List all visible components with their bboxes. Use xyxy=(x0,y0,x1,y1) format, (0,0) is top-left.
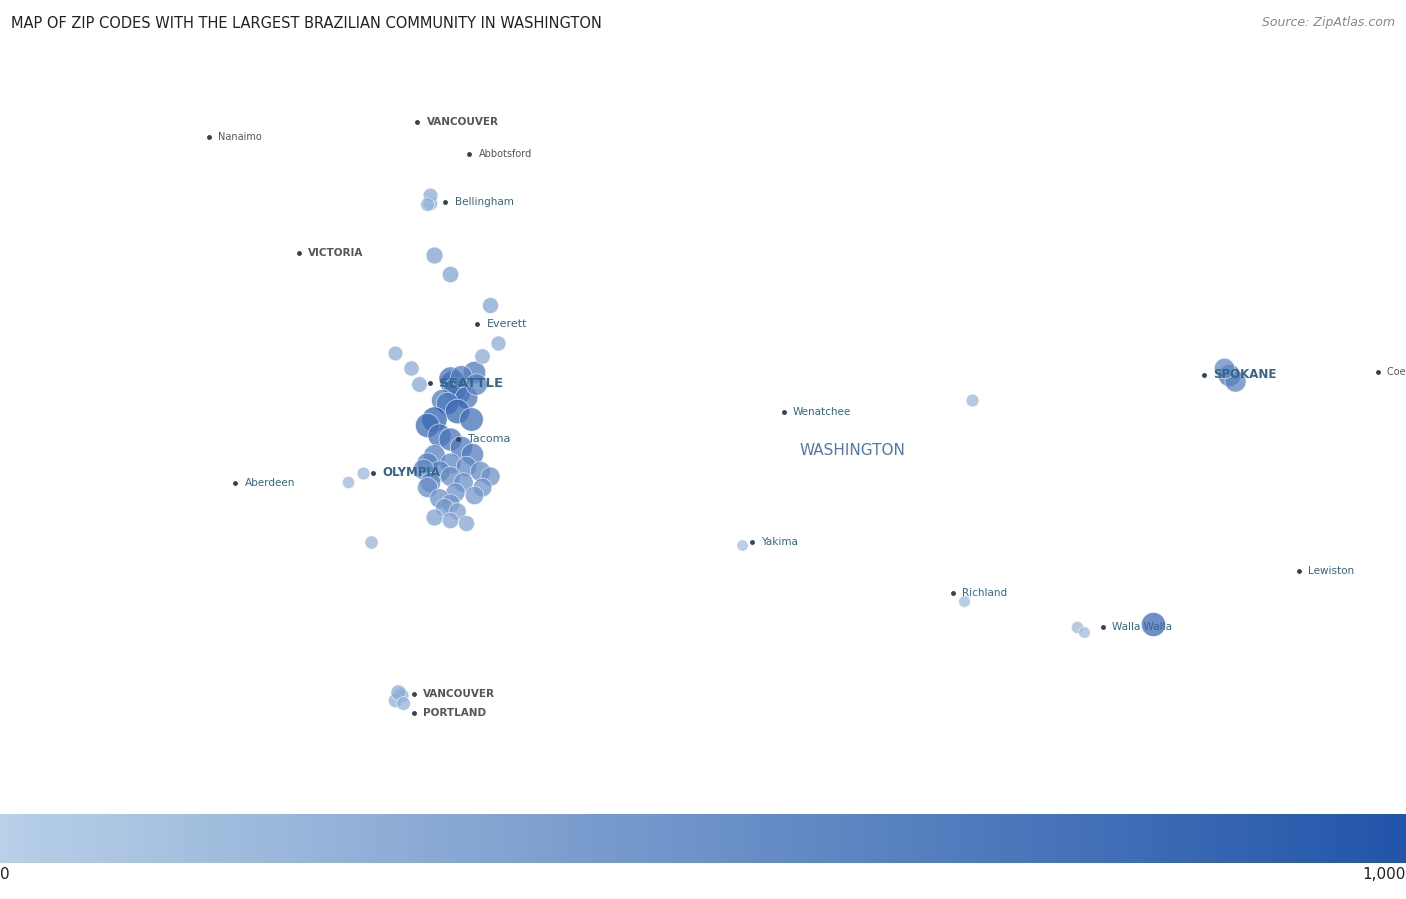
Point xyxy=(952,593,974,608)
Point xyxy=(470,464,492,478)
Point xyxy=(427,464,450,478)
Point xyxy=(419,475,441,489)
Text: Wenatchee: Wenatchee xyxy=(793,407,851,417)
Point xyxy=(446,503,468,518)
Text: SPOKANE: SPOKANE xyxy=(1213,369,1277,381)
Text: Abbotsford: Abbotsford xyxy=(478,149,531,159)
Point xyxy=(439,495,461,510)
Point xyxy=(419,195,441,209)
Point xyxy=(439,468,461,483)
Point xyxy=(412,462,434,476)
Point xyxy=(447,385,470,399)
Point xyxy=(387,685,409,699)
Point xyxy=(427,491,450,505)
Point xyxy=(415,418,437,432)
Text: VANCOUVER: VANCOUVER xyxy=(426,117,499,127)
Point xyxy=(454,389,477,404)
Text: Source: ZipAtlas.com: Source: ZipAtlas.com xyxy=(1261,16,1395,29)
Point xyxy=(441,376,464,390)
Point xyxy=(471,349,494,363)
Point xyxy=(486,336,509,351)
Text: SEATTLE: SEATTLE xyxy=(439,377,503,390)
Text: 0: 0 xyxy=(0,867,10,882)
Point xyxy=(427,428,450,442)
Point xyxy=(415,480,437,494)
Text: Everett: Everett xyxy=(486,319,527,329)
Text: Richland: Richland xyxy=(962,588,1007,598)
Text: Nanaimo: Nanaimo xyxy=(218,132,262,142)
Point xyxy=(478,468,501,483)
Point xyxy=(423,510,446,524)
Point xyxy=(439,266,461,280)
Text: OLYMPIA: OLYMPIA xyxy=(382,467,440,479)
Point xyxy=(731,539,754,553)
Point xyxy=(423,412,446,426)
Point xyxy=(415,456,437,470)
Point xyxy=(399,361,422,376)
Point xyxy=(446,404,468,418)
Point xyxy=(444,485,467,499)
Text: VANCOUVER: VANCOUVER xyxy=(423,690,495,699)
Text: VICTORIA: VICTORIA xyxy=(308,248,363,258)
Point xyxy=(463,487,485,502)
Point xyxy=(463,365,485,379)
Point xyxy=(360,535,382,549)
Point xyxy=(471,480,494,494)
Point xyxy=(423,247,446,262)
Point xyxy=(419,187,441,201)
Text: Walla Walla: Walla Walla xyxy=(1112,622,1173,632)
Text: 1,000: 1,000 xyxy=(1362,867,1406,882)
Point xyxy=(384,345,406,360)
Text: Coeur d'Alene: Coeur d'Alene xyxy=(1388,367,1406,377)
Text: PORTLAND: PORTLAND xyxy=(423,708,486,717)
Point xyxy=(384,693,406,708)
Point xyxy=(389,689,412,703)
Point xyxy=(1225,374,1247,388)
Point xyxy=(439,432,461,447)
Text: Bellingham: Bellingham xyxy=(456,197,513,207)
Point xyxy=(1213,361,1236,376)
Point xyxy=(433,500,456,514)
Point xyxy=(415,197,437,211)
Text: WASHINGTON: WASHINGTON xyxy=(800,443,905,458)
Point xyxy=(1073,625,1095,639)
Text: Yakima: Yakima xyxy=(762,537,799,547)
Point xyxy=(451,475,474,489)
Point xyxy=(392,696,415,710)
Point xyxy=(450,441,472,455)
Point xyxy=(464,377,486,391)
Text: Lewiston: Lewiston xyxy=(1308,566,1354,576)
Point xyxy=(352,466,374,480)
Point xyxy=(1066,620,1088,635)
Point xyxy=(439,456,461,470)
Point xyxy=(454,516,477,530)
Point xyxy=(408,377,430,391)
Text: MAP OF ZIP CODES WITH THE LARGEST BRAZILIAN COMMUNITY IN WASHINGTON: MAP OF ZIP CODES WITH THE LARGEST BRAZIL… xyxy=(11,16,602,31)
Point xyxy=(423,448,446,462)
Point xyxy=(436,396,458,410)
Point xyxy=(1218,368,1240,382)
Point xyxy=(454,459,477,474)
Point xyxy=(1142,617,1164,631)
Point xyxy=(432,393,454,407)
Point xyxy=(460,412,482,426)
Point xyxy=(461,447,484,461)
Text: Tacoma: Tacoma xyxy=(468,434,510,444)
Point xyxy=(960,393,983,407)
Point xyxy=(450,369,472,384)
Point xyxy=(439,370,461,385)
Point xyxy=(478,298,501,312)
Text: Aberdeen: Aberdeen xyxy=(245,478,295,488)
Point xyxy=(336,475,359,489)
Point xyxy=(444,382,467,396)
Point xyxy=(439,512,461,527)
